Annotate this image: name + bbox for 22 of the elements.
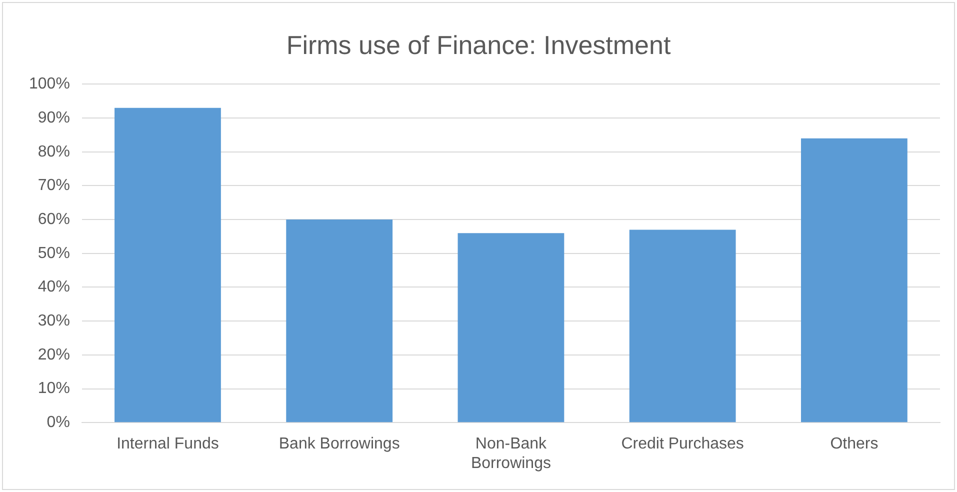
bar [458, 233, 564, 422]
y-tick-label: 40% [38, 278, 70, 296]
y-tick-label: 50% [38, 244, 70, 262]
y-tick-label: 70% [38, 177, 70, 194]
y-tick-label: 10% [38, 380, 70, 398]
y-tick-label: 20% [38, 346, 70, 364]
x-tick-label: Credit Purchases [621, 436, 744, 453]
y-tick-label: 90% [38, 109, 70, 126]
y-tick-label: 0% [46, 414, 70, 432]
bar [114, 108, 221, 422]
y-tick-label: 100% [29, 76, 70, 93]
bar [800, 138, 908, 422]
y-tick-label: 80% [38, 143, 70, 160]
x-tick-label: Internal Funds [116, 436, 219, 453]
bar [629, 230, 736, 422]
x-tick-label: Non-Bank Borrowings [470, 436, 551, 472]
chart-title: Firms use of Finance: Investment [286, 30, 672, 60]
x-tick-label: Bank Borrowings [278, 436, 400, 453]
y-tick-label: 30% [38, 312, 70, 330]
bar [286, 220, 393, 422]
x-tick-label: Others [830, 436, 878, 453]
y-tick-label: 60% [38, 210, 70, 228]
